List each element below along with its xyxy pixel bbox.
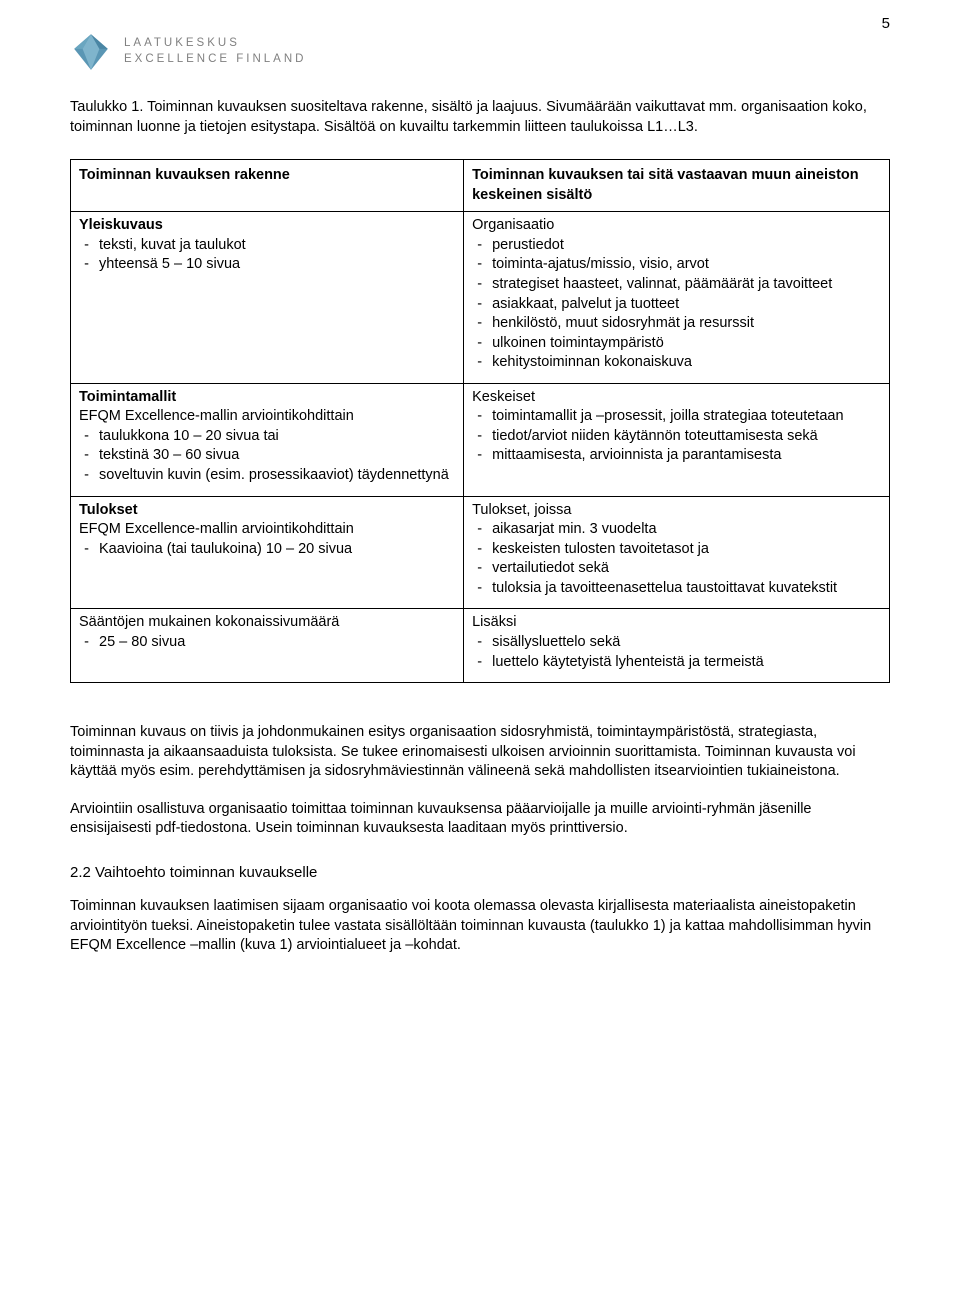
structure-table: Toiminnan kuvauksen rakenne Toiminnan ku… — [70, 159, 890, 683]
cell-toimintamallit: Toimintamallit EFQM Excellence-mallin ar… — [71, 383, 464, 496]
list-item: 25 – 80 sivua — [97, 633, 455, 653]
list-item: strategiset haasteet, valinnat, päämäärä… — [490, 275, 881, 295]
bullet-list: sisällysluettelo sekä luettelo käytetyis… — [472, 633, 881, 672]
list-item: soveltuvin kuvin (esim. prosessikaaviot)… — [97, 466, 455, 486]
bullet-list: teksti, kuvat ja taulukot yhteensä 5 – 1… — [79, 236, 455, 275]
cell-title: Toimintamallit — [79, 389, 176, 405]
bullet-list: perustiedot toiminta-ajatus/missio, visi… — [472, 236, 881, 373]
list-item: aikasarjat min. 3 vuodelta — [490, 520, 881, 540]
cell-title: Tulokset — [79, 502, 138, 518]
list-item: asiakkaat, palvelut ja tuotteet — [490, 295, 881, 315]
bullet-list: toimintamallit ja –prosessit, joilla str… — [472, 407, 881, 466]
table-row: Toimintamallit EFQM Excellence-mallin ar… — [71, 383, 890, 496]
table-row: Tulokset EFQM Excellence-mallin arvioint… — [71, 496, 890, 609]
table-row: Yleiskuvaus teksti, kuvat ja taulukot yh… — [71, 212, 890, 384]
page-number: 5 — [882, 14, 890, 34]
list-item: henkilöstö, muut sidosryhmät ja resurssi… — [490, 314, 881, 334]
list-item: sisällysluettelo sekä — [490, 633, 881, 653]
cell-subtitle: EFQM Excellence-mallin arviointikohditta… — [79, 408, 354, 424]
list-item: keskeisten tulosten tavoitetasot ja — [490, 540, 881, 560]
list-item: taulukkona 10 – 20 sivua tai — [97, 427, 455, 447]
cell-title: Tulokset, joissa — [472, 502, 571, 518]
table-row: Sääntöjen mukainen kokonaissivumäärä 25 … — [71, 609, 890, 683]
cell-tulokset-left: Tulokset EFQM Excellence-mallin arvioint… — [71, 496, 464, 609]
bullet-list: Kaavioina (tai taulukoina) 10 – 20 sivua — [79, 540, 455, 560]
logo: LAATUKESKUS EXCELLENCE FINLAND — [70, 30, 890, 72]
cell-kokonaissivumaara: Sääntöjen mukainen kokonaissivumäärä 25 … — [71, 609, 464, 683]
body-paragraph: Toiminnan kuvaus on tiivis ja johdonmuka… — [70, 723, 890, 782]
list-item: tiedot/arviot niiden käytännön toteuttam… — [490, 427, 881, 447]
bullet-list: aikasarjat min. 3 vuodelta keskeisten tu… — [472, 520, 881, 598]
cell-tulokset-right: Tulokset, joissa aikasarjat min. 3 vuode… — [464, 496, 890, 609]
list-item: toimintamallit ja –prosessit, joilla str… — [490, 407, 881, 427]
section-heading: 2.2 Vaihtoehto toiminnan kuvaukselle — [70, 863, 890, 883]
logo-text: LAATUKESKUS EXCELLENCE FINLAND — [124, 35, 306, 67]
cell-title: Sääntöjen mukainen kokonaissivumäärä — [79, 614, 339, 630]
list-item: yhteensä 5 – 10 sivua — [97, 255, 455, 275]
list-item: perustiedot — [490, 236, 881, 256]
cell-keskeiset: Keskeiset toimintamallit ja –prosessit, … — [464, 383, 890, 496]
table-header-right: Toiminnan kuvauksen tai sitä vastaavan m… — [464, 160, 890, 212]
body-paragraph: Toiminnan kuvauksen laatimisen sijaam or… — [70, 897, 890, 956]
list-item: ulkoinen toimintaympäristö — [490, 334, 881, 354]
list-item: toiminta-ajatus/missio, visio, arvot — [490, 255, 881, 275]
list-item: luettelo käytetyistä lyhenteistä ja term… — [490, 653, 881, 673]
cell-yleiskuvaus: Yleiskuvaus teksti, kuvat ja taulukot yh… — [71, 212, 464, 384]
table-header-left: Toiminnan kuvauksen rakenne — [71, 160, 464, 212]
table-caption: Taulukko 1. Toiminnan kuvauksen suositel… — [70, 98, 890, 137]
bullet-list: taulukkona 10 – 20 sivua tai tekstinä 30… — [79, 427, 455, 486]
list-item: mittaamisesta, arvioinnista ja parantami… — [490, 446, 881, 466]
cell-title: Yleiskuvaus — [79, 217, 163, 233]
cell-title: Keskeiset — [472, 389, 535, 405]
bullet-list: 25 – 80 sivua — [79, 633, 455, 653]
cell-organisaatio: Organisaatio perustiedot toiminta-ajatus… — [464, 212, 890, 384]
list-item: teksti, kuvat ja taulukot — [97, 236, 455, 256]
body-paragraph: Arviointiin osallistuva organisaatio toi… — [70, 800, 890, 839]
list-item: tuloksia ja tavoitteenasettelua taustoit… — [490, 579, 881, 599]
cell-lisaksi: Lisäksi sisällysluettelo sekä luettelo k… — [464, 609, 890, 683]
list-item: tekstinä 30 – 60 sivua — [97, 446, 455, 466]
cell-subtitle: EFQM Excellence-mallin arviointikohditta… — [79, 521, 354, 537]
cell-title: Lisäksi — [472, 614, 516, 630]
list-item: vertailutiedot sekä — [490, 559, 881, 579]
list-item: kehitystoiminnan kokonaiskuva — [490, 353, 881, 373]
diamond-icon — [70, 30, 112, 72]
cell-title: Organisaatio — [472, 217, 554, 233]
list-item: Kaavioina (tai taulukoina) 10 – 20 sivua — [97, 540, 455, 560]
